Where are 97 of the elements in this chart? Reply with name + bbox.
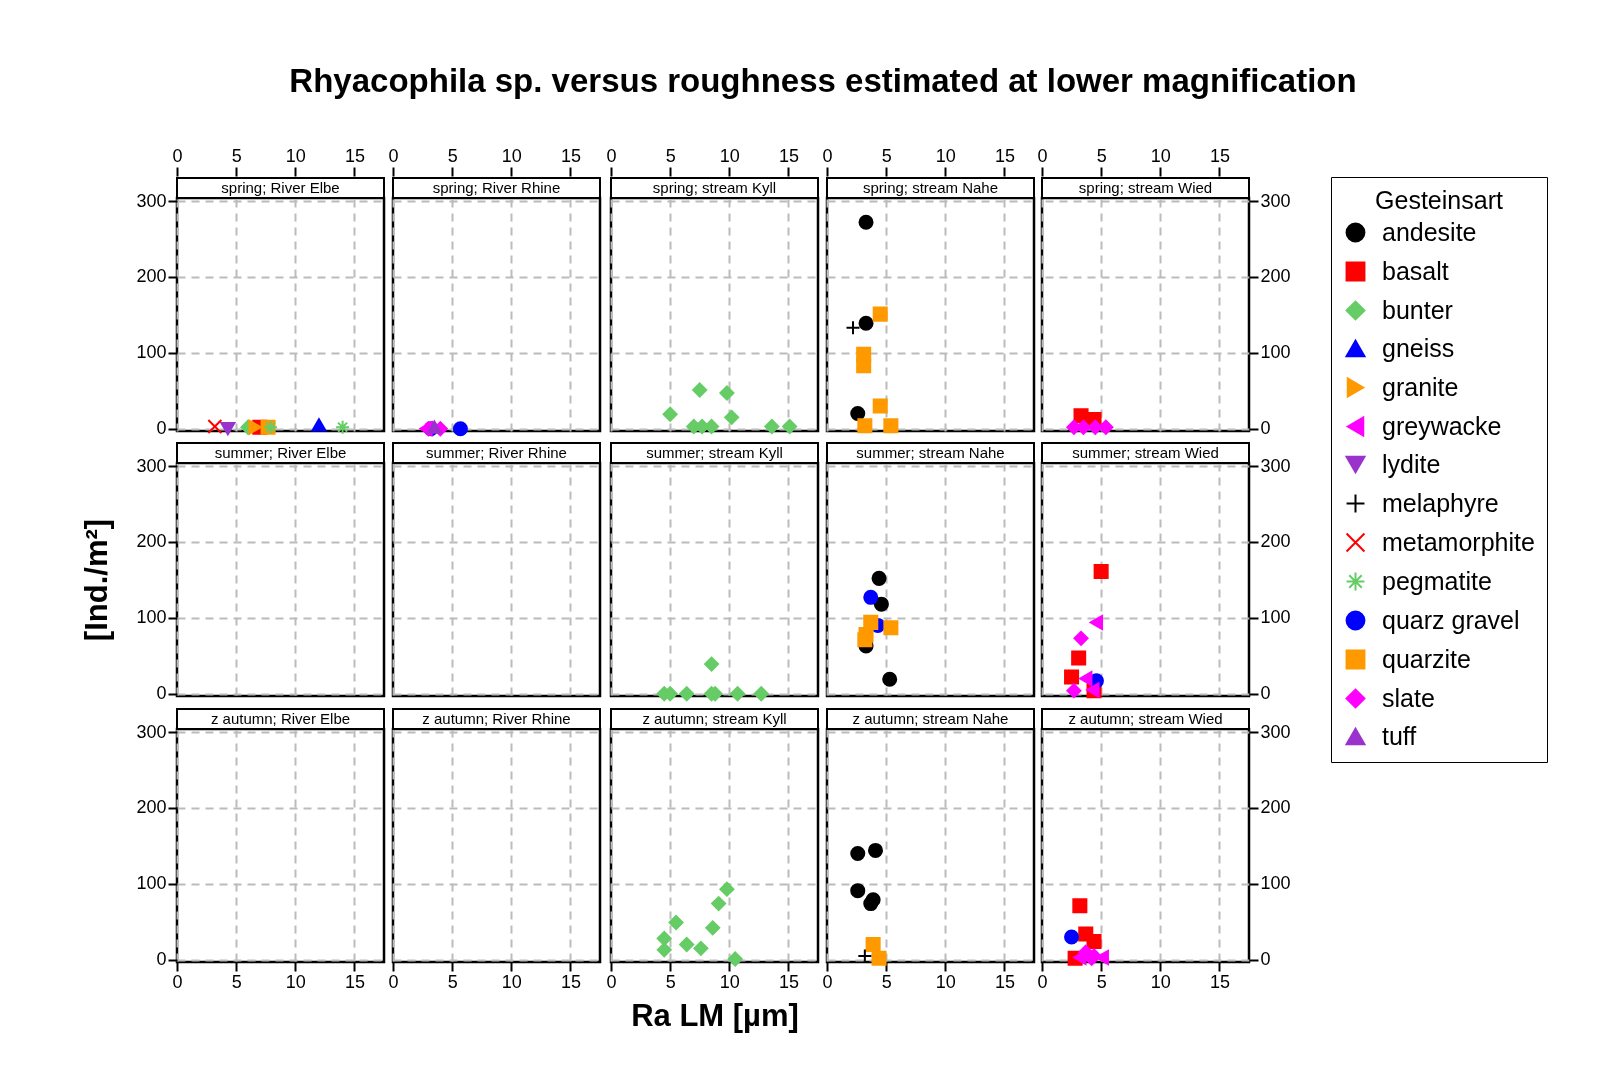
- x-tick-label: 5: [231, 145, 242, 166]
- y-tick-label: 0: [1260, 949, 1271, 970]
- x-tick-label: 0: [822, 971, 833, 992]
- x-tick-label: 10: [935, 145, 956, 166]
- x-tick-label: 5: [1096, 145, 1107, 166]
- chart-title: z autumn; stream Kyll: [610, 708, 819, 730]
- x-tick-label: 5: [231, 971, 242, 992]
- y-tick-label: 300: [1260, 190, 1291, 211]
- y-tick-label: 200: [1260, 531, 1291, 552]
- legend-label: andesite: [1382, 217, 1477, 246]
- x-tick-label: 0: [1037, 145, 1048, 166]
- legend-label: melaphyre: [1382, 488, 1499, 517]
- x-tick-label: 0: [388, 971, 399, 992]
- x-tick-label: 10: [501, 971, 522, 992]
- x-tick-label: 0: [388, 145, 399, 166]
- x-tick-label: 10: [285, 971, 306, 992]
- y-tick-label: 200: [136, 266, 167, 287]
- x-tick-label: 5: [1096, 971, 1107, 992]
- legend-label: granite: [1382, 372, 1459, 401]
- chart-title: spring; stream Kyll: [610, 177, 819, 199]
- chart-title: spring; River Elbe: [176, 177, 385, 199]
- x-tick-label: 0: [822, 145, 833, 166]
- chart-title: summer; River Elbe: [176, 442, 385, 464]
- y-tick-label: 200: [1260, 266, 1291, 287]
- y-tick-label: 100: [1260, 607, 1291, 628]
- y-tick-label: 200: [136, 531, 167, 552]
- y-tick-label: 300: [136, 455, 167, 476]
- chart-title: spring; River Rhine: [392, 177, 601, 199]
- x-tick-label: 15: [1209, 971, 1230, 992]
- legend-label: greywacke: [1382, 411, 1502, 440]
- x-tick-label: 15: [994, 145, 1015, 166]
- legend-label: bunter: [1382, 295, 1453, 324]
- x-tick-label: 0: [606, 971, 617, 992]
- legend-label: metamorphite: [1382, 527, 1535, 556]
- y-tick-label: 200: [136, 797, 167, 818]
- chart-title: z autumn; River Elbe: [176, 708, 385, 730]
- legend-label: pegmatite: [1382, 566, 1492, 595]
- x-tick-label: 15: [560, 145, 581, 166]
- y-tick-label: 0: [156, 683, 167, 704]
- x-tick-label: 5: [447, 145, 458, 166]
- x-tick-label: 10: [935, 971, 956, 992]
- chart-title: summer; stream Nahe: [826, 442, 1035, 464]
- x-tick-label: 5: [447, 971, 458, 992]
- x-tick-label: 15: [560, 971, 581, 992]
- x-tick-label: 15: [778, 145, 799, 166]
- y-tick-label: 300: [136, 190, 167, 211]
- chart-title: summer; stream Wied: [1041, 442, 1250, 464]
- y-tick-label: 100: [136, 607, 167, 628]
- x-tick-label: 0: [172, 971, 183, 992]
- y-axis-title: [Ind./m²]: [79, 518, 115, 642]
- x-tick-label: 10: [285, 145, 306, 166]
- y-tick-label: 300: [136, 721, 167, 742]
- y-tick-label: 100: [1260, 342, 1291, 363]
- x-tick-label: 15: [994, 971, 1015, 992]
- y-tick-label: 0: [156, 418, 167, 439]
- chart-title: summer; stream Kyll: [610, 442, 819, 464]
- y-tick-label: 300: [1260, 455, 1291, 476]
- chart-title: summer; River Rhine: [392, 442, 601, 464]
- x-tick-label: 10: [1150, 145, 1171, 166]
- x-tick-label: 5: [881, 145, 892, 166]
- x-tick-label: 10: [1150, 971, 1171, 992]
- x-tick-label: 10: [719, 971, 740, 992]
- x-tick-label: 10: [719, 145, 740, 166]
- legend-label: quarzite: [1382, 644, 1471, 673]
- x-tick-label: 0: [606, 145, 617, 166]
- legend-label: basalt: [1382, 256, 1449, 285]
- chart-title: z autumn; stream Nahe: [826, 708, 1035, 730]
- y-tick-label: 0: [156, 949, 167, 970]
- y-tick-label: 100: [136, 342, 167, 363]
- x-axis-title: Ra LM [µm]: [631, 997, 799, 1033]
- y-tick-label: 0: [1260, 683, 1271, 704]
- x-tick-label: 15: [344, 971, 365, 992]
- x-tick-label: 5: [881, 971, 892, 992]
- y-tick-label: 300: [1260, 721, 1291, 742]
- legend-label: tuff: [1382, 721, 1417, 750]
- x-tick-label: 15: [778, 971, 799, 992]
- chart-title: z autumn; stream Wied: [1041, 708, 1250, 730]
- x-tick-label: 10: [501, 145, 522, 166]
- chart-title: spring; stream Wied: [1041, 177, 1250, 199]
- x-tick-label: 15: [1209, 145, 1230, 166]
- y-tick-label: 200: [1260, 797, 1291, 818]
- x-tick-label: 5: [665, 145, 676, 166]
- x-tick-label: 15: [344, 145, 365, 166]
- chart-title: spring; stream Nahe: [826, 177, 1035, 199]
- legend-label: slate: [1382, 683, 1435, 712]
- legend-title: Gesteinsart: [1375, 186, 1503, 214]
- y-tick-label: 100: [136, 873, 167, 894]
- legend-label: gneiss: [1382, 333, 1455, 362]
- legend-label: lydite: [1382, 449, 1441, 478]
- y-tick-label: 0: [1260, 418, 1271, 439]
- x-tick-label: 0: [1037, 971, 1048, 992]
- legend-label: quarz gravel: [1382, 605, 1520, 634]
- x-tick-label: 0: [172, 145, 183, 166]
- x-tick-label: 5: [665, 971, 676, 992]
- y-tick-label: 100: [1260, 873, 1291, 894]
- chart-title: z autumn; River Rhine: [392, 708, 601, 730]
- text: Rhyacophila sp. versus roughness estimated at lower magnification: [288, 62, 1358, 100]
